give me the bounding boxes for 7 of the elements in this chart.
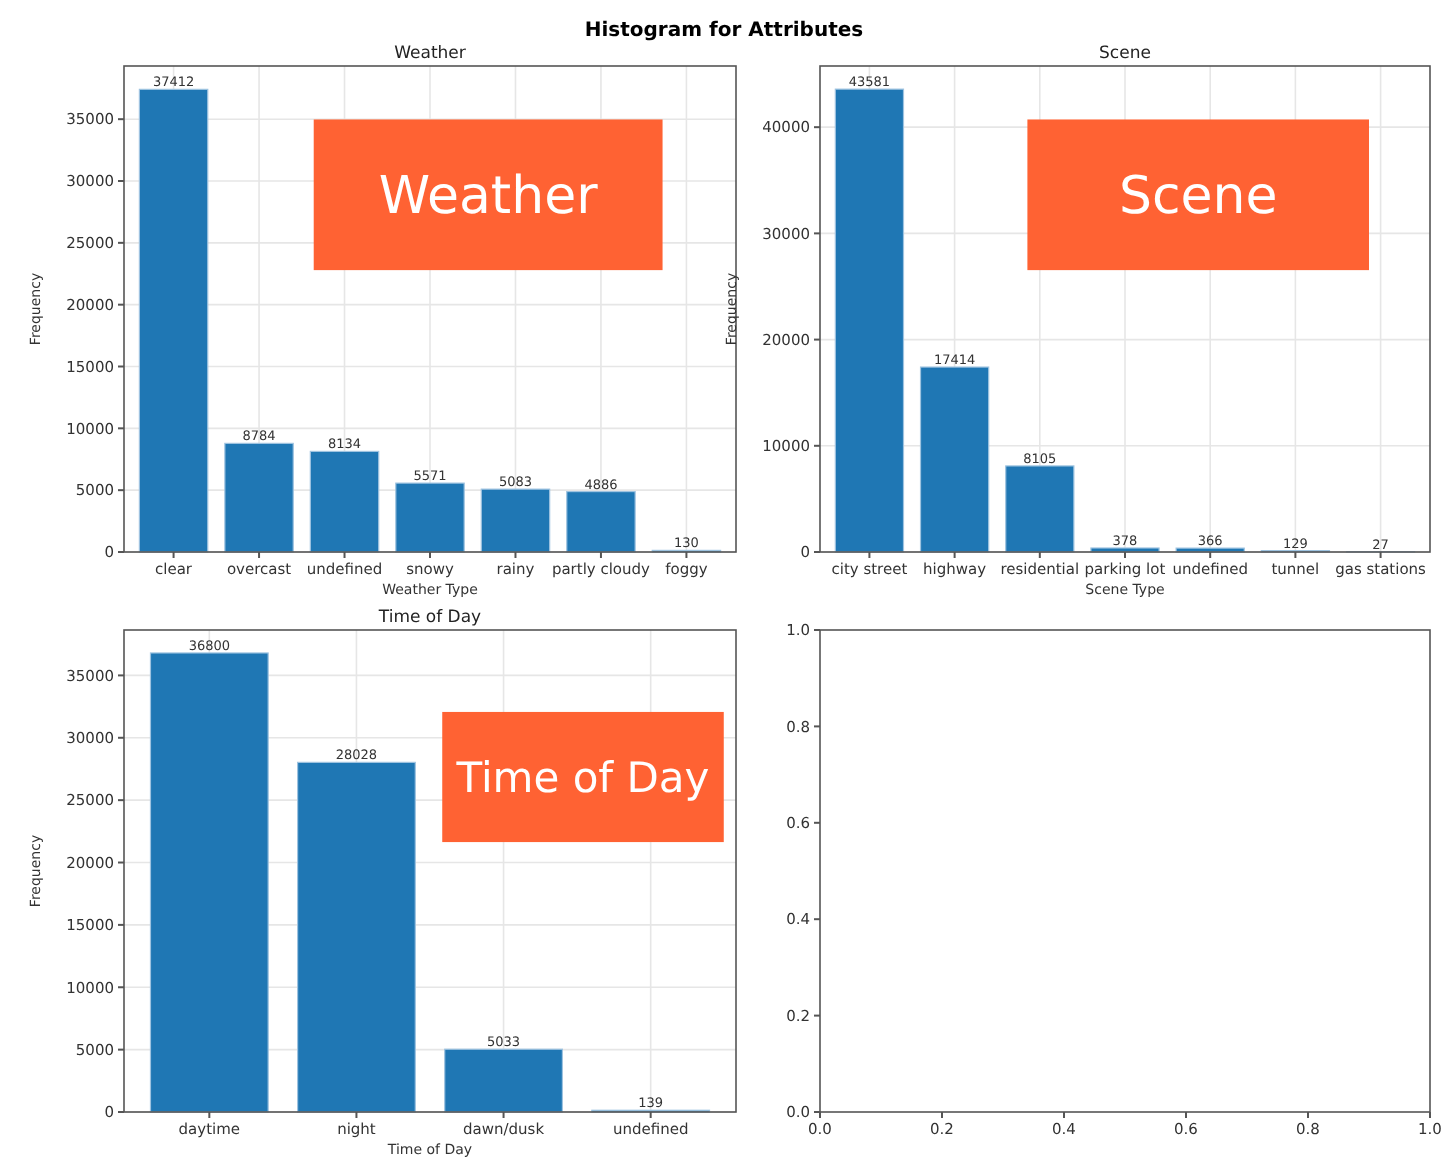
chart-subtitle: Weather (394, 44, 467, 64)
annotation: Weather (378, 166, 599, 227)
annotation: Time of Day (454, 753, 710, 802)
chart-title: Time of Day (376, 608, 482, 628)
chart-title: Histogram for Attributes (584, 20, 864, 42)
chart-title: Scene (1099, 44, 1151, 64)
annotation: Scene (1118, 166, 1278, 227)
